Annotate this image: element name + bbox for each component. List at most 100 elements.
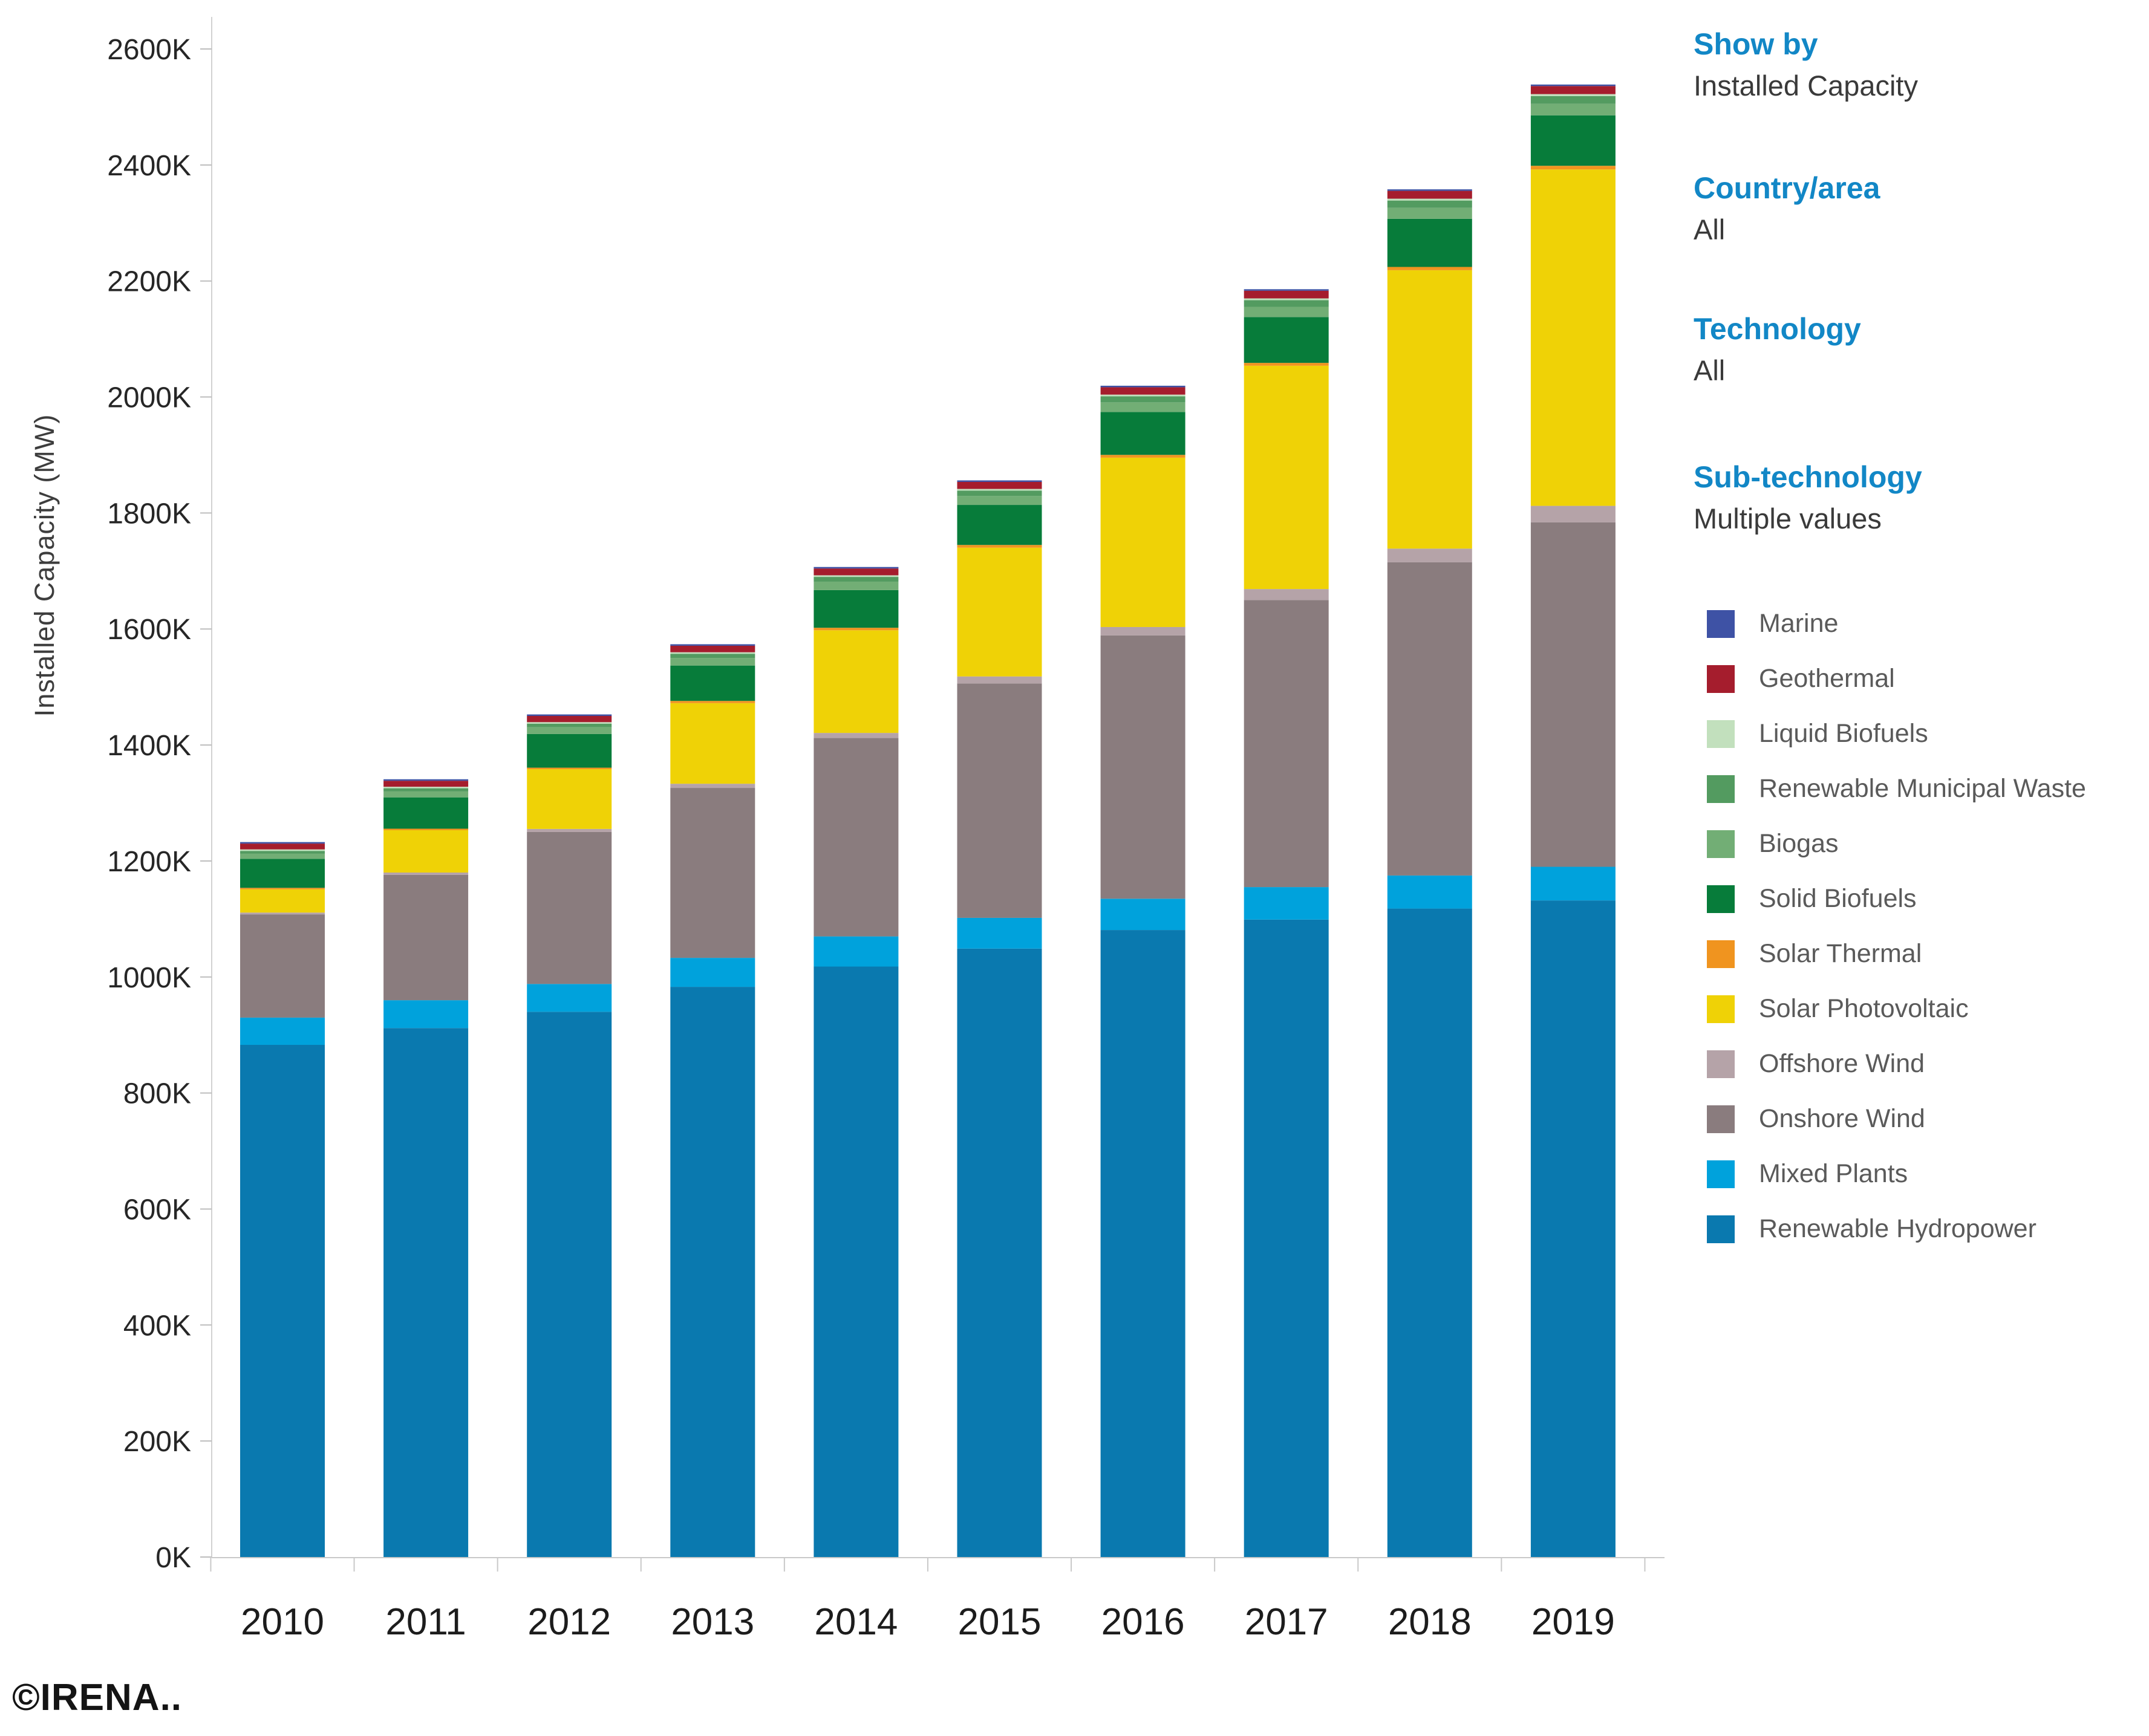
- bar-segment-2010-mixed-plants[interactable]: [240, 1017, 325, 1045]
- bar-segment-2012-onshore-wind[interactable]: [527, 831, 612, 984]
- bar-segment-2014-offshore-wind[interactable]: [814, 733, 899, 738]
- bar-segment-2014-solar-thermal[interactable]: [814, 628, 899, 631]
- bar-segment-2017-renewable-hydropower[interactable]: [1244, 919, 1329, 1557]
- bar-segment-2016-marine[interactable]: [1100, 385, 1185, 388]
- legend-item-offshore-wind[interactable]: Offshore Wind: [1707, 1036, 2142, 1091]
- bar-segment-2018-liquid-biofuels[interactable]: [1387, 198, 1472, 201]
- bar-segment-2018-offshore-wind[interactable]: [1387, 548, 1472, 562]
- bar-segment-2011-marine[interactable]: [383, 779, 469, 781]
- bar-segment-2012-liquid-biofuels[interactable]: [527, 722, 612, 724]
- bar-segment-2018-geothermal[interactable]: [1387, 190, 1472, 199]
- bar-segment-2012-mixed-plants[interactable]: [527, 984, 612, 1012]
- bar-segment-2013-renewable-municipal-waste[interactable]: [670, 654, 755, 658]
- bar-segment-2013-solid-biofuels[interactable]: [670, 665, 755, 701]
- bar-segment-2017-renewable-municipal-waste[interactable]: [1244, 300, 1329, 307]
- bar-segment-2017-biogas[interactable]: [1244, 307, 1329, 317]
- bar-segment-2015-solid-biofuels[interactable]: [957, 505, 1042, 545]
- bar-segment-2014-solid-biofuels[interactable]: [814, 590, 899, 628]
- bar-segment-2016-biogas[interactable]: [1100, 402, 1185, 412]
- filter-show-by-value[interactable]: Installed Capacity: [1694, 70, 1918, 102]
- bar-segment-2011-onshore-wind[interactable]: [383, 874, 469, 1001]
- bar-segment-2016-onshore-wind[interactable]: [1100, 635, 1185, 899]
- bar-segment-2017-mixed-plants[interactable]: [1244, 887, 1329, 920]
- bar-segment-2014-mixed-plants[interactable]: [814, 936, 899, 967]
- bar-segment-2010-renewable-municipal-waste[interactable]: [240, 851, 325, 854]
- bar-segment-2012-geothermal[interactable]: [527, 716, 612, 723]
- bar-segment-2017-geothermal[interactable]: [1244, 290, 1329, 299]
- legend-item-mixed-plants[interactable]: Mixed Plants: [1707, 1146, 2142, 1201]
- bar-segment-2017-solar-thermal[interactable]: [1244, 363, 1329, 366]
- bar-segment-2012-offshore-wind[interactable]: [527, 828, 612, 832]
- bar-segment-2013-solar-photovoltaic[interactable]: [670, 703, 755, 784]
- bar-segment-2016-renewable-hydropower[interactable]: [1100, 930, 1185, 1557]
- bar-segment-2017-solid-biofuels[interactable]: [1244, 317, 1329, 363]
- bar-segment-2011-renewable-municipal-waste[interactable]: [383, 788, 469, 792]
- bar-segment-2018-onshore-wind[interactable]: [1387, 562, 1472, 876]
- bar-segment-2019-offshore-wind[interactable]: [1530, 506, 1616, 522]
- bar-segment-2015-renewable-municipal-waste[interactable]: [957, 490, 1042, 496]
- bar-segment-2011-solar-thermal[interactable]: [383, 828, 469, 830]
- bar-segment-2019-renewable-municipal-waste[interactable]: [1530, 96, 1616, 104]
- bar-segment-2013-biogas[interactable]: [670, 658, 755, 666]
- bar-segment-2018-biogas[interactable]: [1387, 207, 1472, 219]
- legend-item-solar-photovoltaic[interactable]: Solar Photovoltaic: [1707, 981, 2142, 1036]
- bar-segment-2015-renewable-hydropower[interactable]: [957, 948, 1042, 1557]
- bar-segment-2012-marine[interactable]: [527, 714, 612, 717]
- bar-segment-2019-mixed-plants[interactable]: [1530, 866, 1616, 901]
- bar-segment-2013-marine[interactable]: [670, 644, 755, 646]
- bar-segment-2011-geothermal[interactable]: [383, 781, 469, 787]
- bar-segment-2015-solar-photovoltaic[interactable]: [957, 547, 1042, 677]
- bar-segment-2011-mixed-plants[interactable]: [383, 1000, 469, 1029]
- bar-segment-2019-solar-thermal[interactable]: [1530, 166, 1616, 170]
- bar-segment-2019-onshore-wind[interactable]: [1530, 522, 1616, 867]
- bar-segment-2016-liquid-biofuels[interactable]: [1100, 394, 1185, 397]
- bar-segment-2010-liquid-biofuels[interactable]: [240, 849, 325, 851]
- bar-segment-2010-onshore-wind[interactable]: [240, 914, 325, 1018]
- bar-segment-2016-mixed-plants[interactable]: [1100, 899, 1185, 931]
- bar-segment-2017-marine[interactable]: [1244, 289, 1329, 291]
- bar-segment-2014-marine[interactable]: [814, 567, 899, 569]
- bar-segment-2019-solid-biofuels[interactable]: [1530, 115, 1616, 166]
- bar-segment-2016-solar-photovoltaic[interactable]: [1100, 457, 1185, 627]
- legend-item-marine[interactable]: Marine: [1707, 596, 2142, 651]
- bar-segment-2013-mixed-plants[interactable]: [670, 958, 755, 987]
- bar-segment-2019-biogas[interactable]: [1530, 103, 1616, 115]
- bar-segment-2010-solid-biofuels[interactable]: [240, 859, 325, 888]
- bar-segment-2019-liquid-biofuels[interactable]: [1530, 94, 1616, 96]
- legend-item-biogas[interactable]: Biogas: [1707, 816, 2142, 871]
- bar-segment-2019-solar-photovoltaic[interactable]: [1530, 169, 1616, 506]
- bar-segment-2018-mixed-plants[interactable]: [1387, 875, 1472, 909]
- legend-item-liquid-biofuels[interactable]: Liquid Biofuels: [1707, 706, 2142, 761]
- bar-segment-2010-solar-thermal[interactable]: [240, 888, 325, 889]
- bar-segment-2013-liquid-biofuels[interactable]: [670, 652, 755, 654]
- bar-segment-2017-offshore-wind[interactable]: [1244, 589, 1329, 600]
- bar-segment-2011-solar-photovoltaic[interactable]: [383, 830, 469, 873]
- bar-segment-2014-biogas[interactable]: [814, 581, 899, 590]
- bar-segment-2016-offshore-wind[interactable]: [1100, 626, 1185, 636]
- bar-segment-2016-renewable-municipal-waste[interactable]: [1100, 396, 1185, 403]
- bar-segment-2014-solar-photovoltaic[interactable]: [814, 630, 899, 733]
- bar-segment-2012-solid-biofuels[interactable]: [527, 733, 612, 768]
- filter-sub-technology-value[interactable]: Multiple values: [1694, 502, 1882, 535]
- bar-segment-2013-onshore-wind[interactable]: [670, 788, 755, 958]
- bar-segment-2011-biogas[interactable]: [383, 791, 469, 798]
- bar-segment-2018-solid-biofuels[interactable]: [1387, 218, 1472, 267]
- bar-segment-2018-renewable-hydropower[interactable]: [1387, 908, 1472, 1557]
- legend-item-geothermal[interactable]: Geothermal: [1707, 651, 2142, 706]
- bar-segment-2014-renewable-hydropower[interactable]: [814, 966, 899, 1557]
- bar-segment-2014-liquid-biofuels[interactable]: [814, 575, 899, 577]
- bar-segment-2018-solar-thermal[interactable]: [1387, 267, 1472, 270]
- bar-segment-2015-biogas[interactable]: [957, 496, 1042, 506]
- bar-segment-2010-solar-photovoltaic[interactable]: [240, 889, 325, 913]
- bar-segment-2012-renewable-hydropower[interactable]: [527, 1012, 612, 1557]
- legend-item-solid-biofuels[interactable]: Solid Biofuels: [1707, 871, 2142, 926]
- bar-segment-2015-liquid-biofuels[interactable]: [957, 489, 1042, 491]
- bar-segment-2016-geothermal[interactable]: [1100, 387, 1185, 395]
- bar-segment-2011-solid-biofuels[interactable]: [383, 797, 469, 829]
- bar-segment-2014-geothermal[interactable]: [814, 568, 899, 576]
- bar-segment-2010-marine[interactable]: [240, 842, 325, 844]
- bar-segment-2014-onshore-wind[interactable]: [814, 738, 899, 937]
- bar-segment-2019-marine[interactable]: [1530, 84, 1616, 86]
- bar-segment-2016-solid-biofuels[interactable]: [1100, 412, 1185, 455]
- bar-segment-2017-liquid-biofuels[interactable]: [1244, 298, 1329, 301]
